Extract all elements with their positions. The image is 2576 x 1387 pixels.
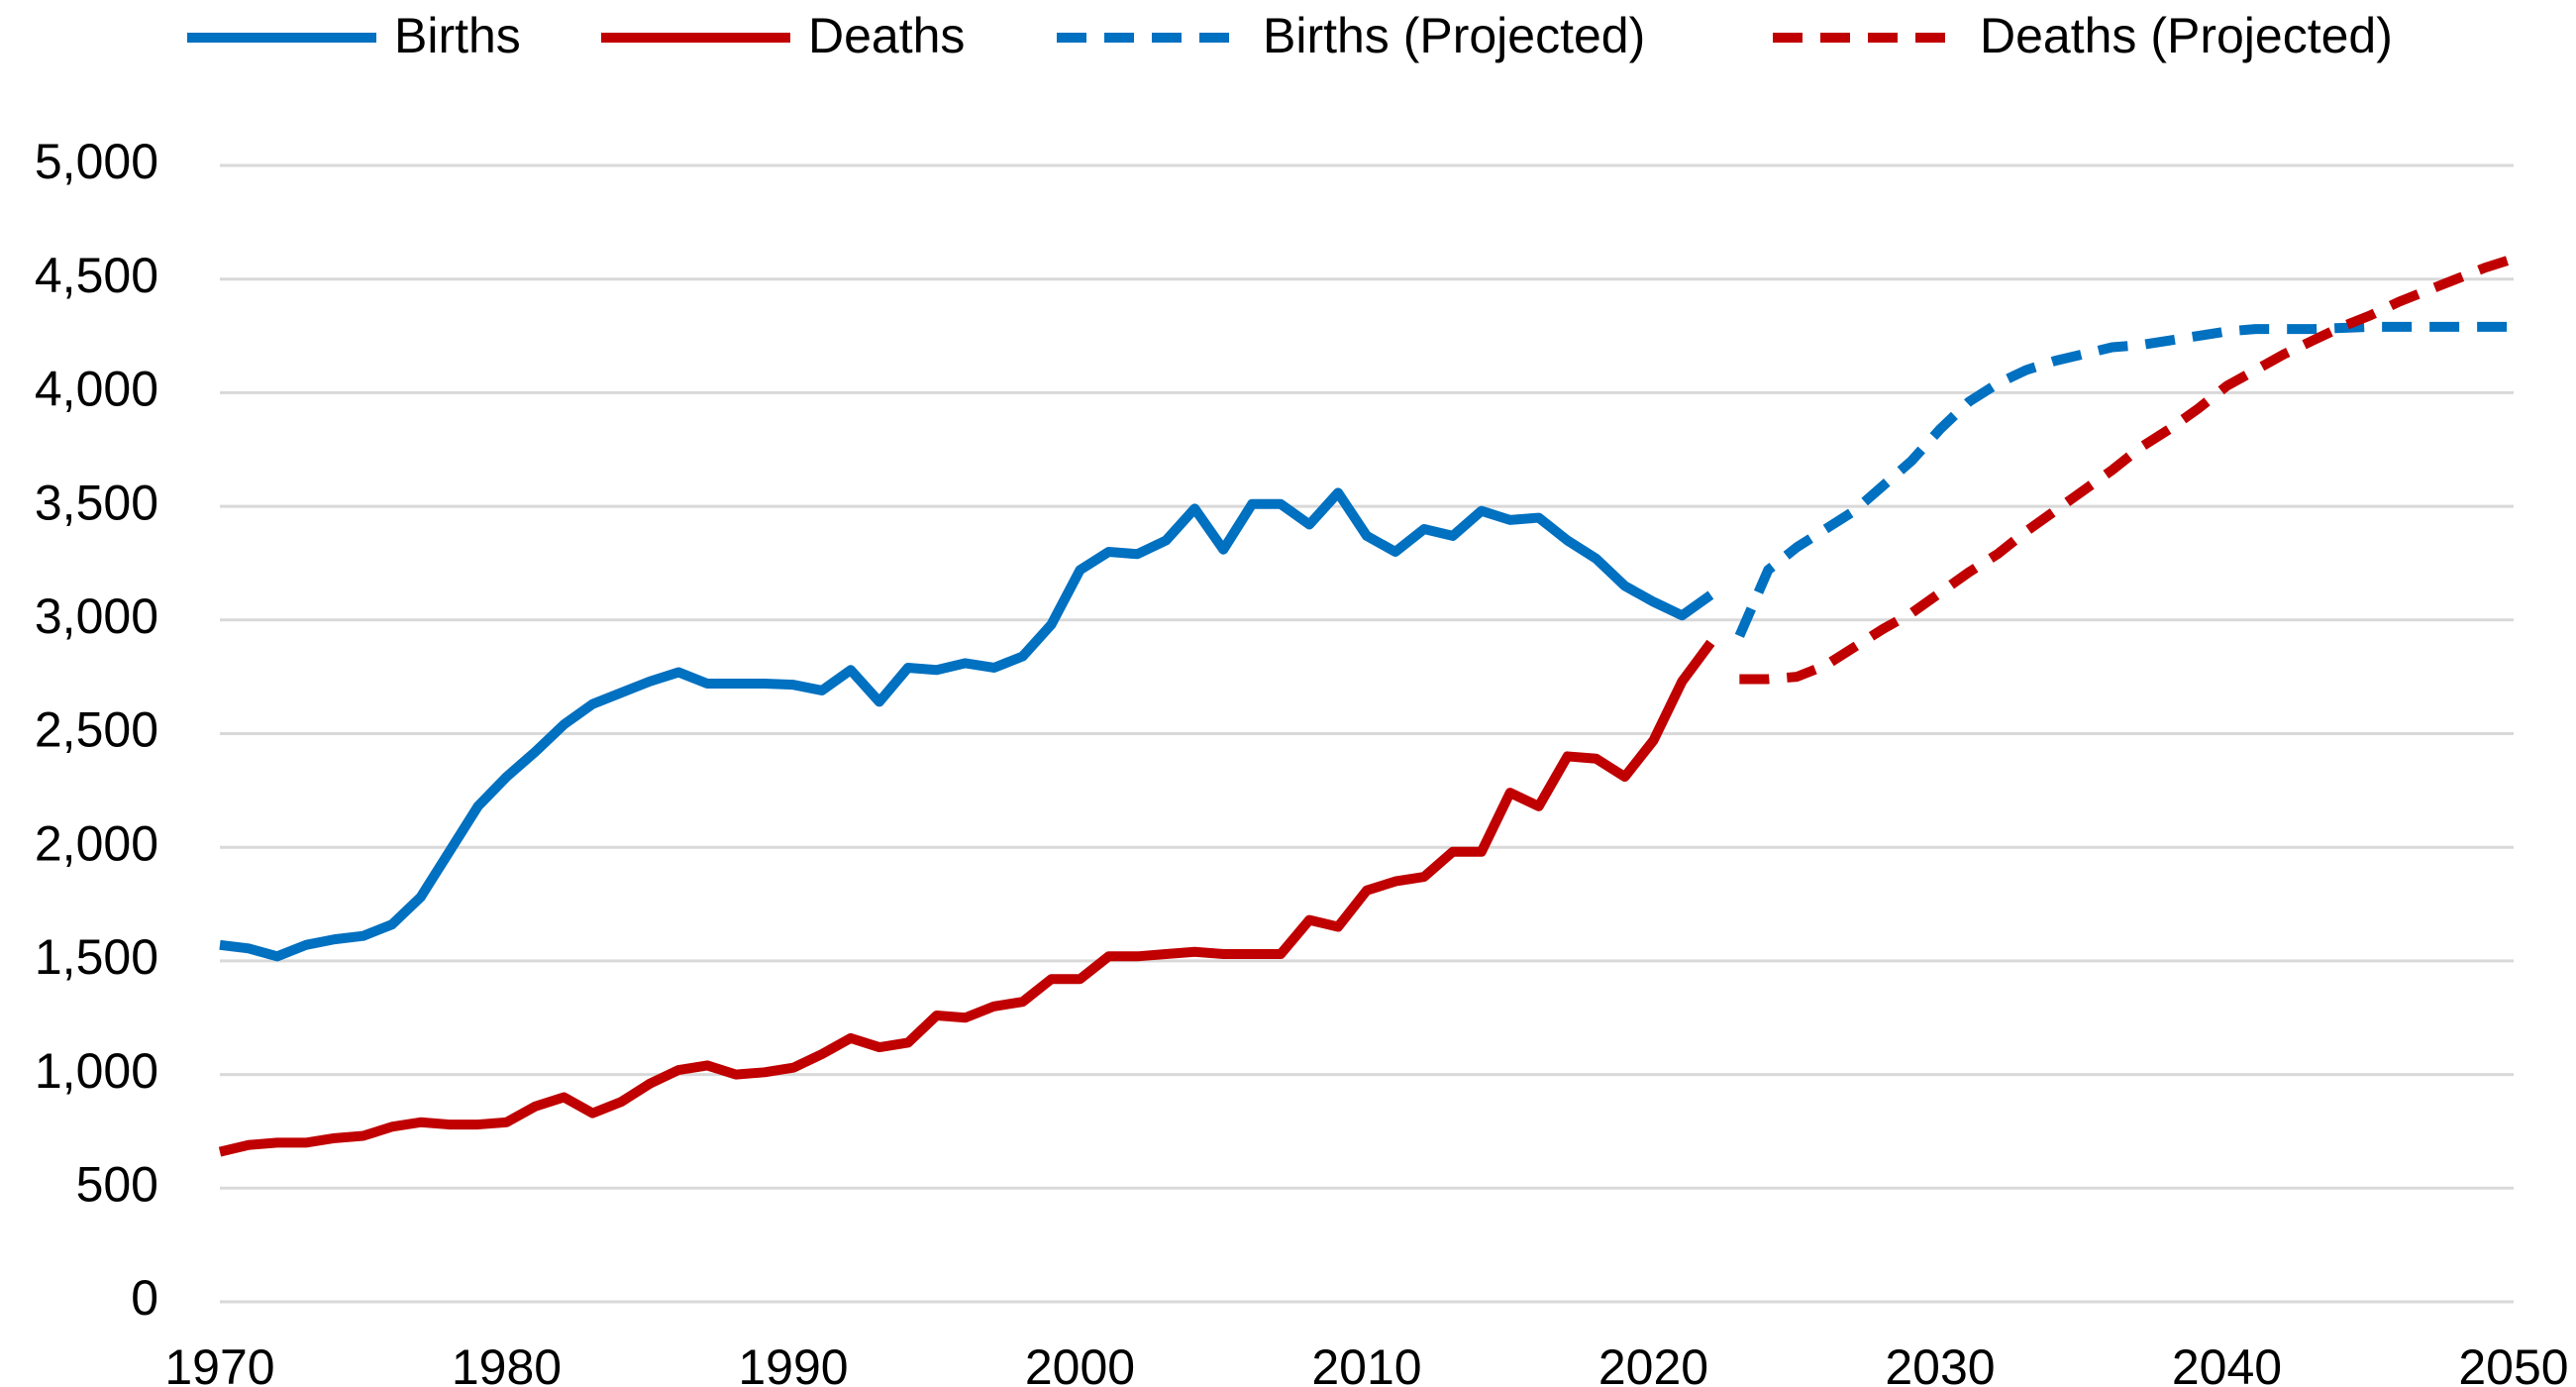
x-tick-label: 1970 (164, 1339, 274, 1387)
legend-label: Births (Projected) (1263, 8, 1645, 63)
legend-label: Deaths (808, 8, 965, 63)
x-tick-label: 2050 (2458, 1339, 2568, 1387)
legend-label: Births (394, 8, 521, 63)
x-tick-label: 2020 (1598, 1339, 1708, 1387)
y-tick-label: 3,500 (35, 475, 158, 530)
y-tick-label: 0 (131, 1270, 158, 1326)
y-tick-label: 2,000 (35, 815, 158, 871)
y-tick-label: 4,500 (35, 248, 158, 303)
x-tick-label: 2030 (1885, 1339, 1995, 1387)
x-tick-label: 2010 (1311, 1339, 1421, 1387)
x-tick-label: 1980 (452, 1339, 562, 1387)
y-tick-label: 500 (76, 1157, 158, 1213)
legend-label: Deaths (Projected) (1980, 8, 2393, 63)
y-tick-label: 3,000 (35, 588, 158, 644)
y-tick-label: 2,500 (35, 702, 158, 758)
series-line (1739, 254, 2516, 685)
series-line (218, 639, 1715, 1157)
x-tick-label: 1990 (738, 1339, 848, 1387)
series-line (219, 487, 1714, 962)
y-tick-label: 1,500 (35, 929, 158, 985)
y-tick-label: 1,000 (35, 1043, 158, 1099)
x-tick-label: 2000 (1025, 1339, 1135, 1387)
y-tick-label: 5,000 (35, 134, 158, 189)
series-line (1734, 321, 2514, 638)
y-tick-label: 4,000 (35, 362, 158, 417)
x-tick-label: 2040 (2172, 1339, 2282, 1387)
